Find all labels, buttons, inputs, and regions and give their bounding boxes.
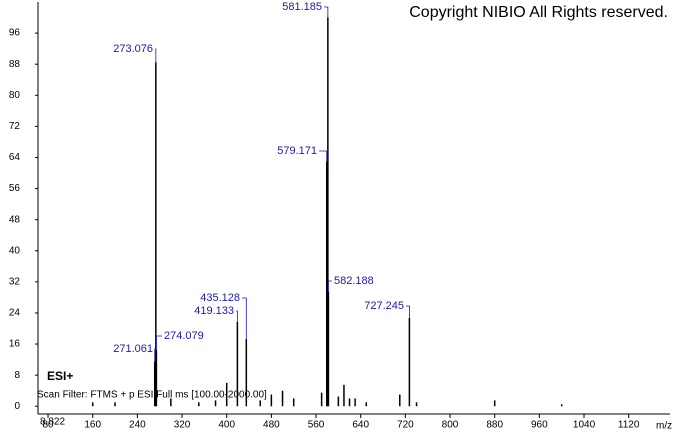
y-tick-label: 96 — [9, 28, 21, 39]
y-tick-label: 88 — [9, 59, 21, 70]
y-tick-label: 8 — [14, 370, 20, 381]
x-tick-label: 640 — [352, 420, 369, 431]
label-bracket — [324, 6, 329, 18]
label-bracket — [328, 280, 332, 292]
x-tick-label: 1120 — [618, 420, 640, 431]
peak-label: 727.245 — [364, 300, 404, 312]
peak-label: 274.079 — [164, 330, 204, 342]
x-tick-label: 800 — [442, 420, 459, 431]
x-tick-label: 880 — [486, 420, 503, 431]
y-tick-label: 24 — [9, 308, 21, 319]
x-tick-label: 160 — [84, 420, 101, 431]
ionization: ESI+ — [47, 369, 73, 383]
retention-time: 8.822 — [40, 417, 65, 428]
y-tick-label: 80 — [9, 90, 21, 101]
x-tick-label: 240 — [129, 420, 146, 431]
label-bracket — [155, 48, 157, 63]
y-tick-label: 64 — [9, 152, 21, 163]
x-tick-label: 320 — [174, 420, 191, 431]
label-bracket — [242, 297, 247, 339]
y-tick-label: 72 — [9, 121, 21, 132]
y-tick-label: 48 — [9, 214, 21, 225]
label-bracket — [319, 150, 328, 162]
scan-filter: Scan Filter: FTMS + p ESI Full ms [100.0… — [37, 390, 267, 401]
y-tick-label: 56 — [9, 183, 21, 194]
label-bracket — [156, 335, 162, 350]
x-tick-label: 960 — [531, 420, 548, 431]
x-tick-label: 720 — [397, 420, 414, 431]
y-tick-label: 40 — [9, 245, 21, 256]
x-axis-label: m/z — [656, 421, 672, 432]
peak-label: 581.185 — [282, 1, 322, 13]
y-tick-label: 16 — [9, 339, 21, 350]
label-bracket — [406, 305, 410, 318]
peak-label: 273.076 — [113, 43, 153, 55]
x-tick-label: 480 — [263, 420, 280, 431]
peak-label: 419.133 — [194, 305, 234, 317]
x-tick-label: 1040 — [573, 420, 596, 431]
x-tick-label: 400 — [218, 420, 235, 431]
x-tick-label: 80 — [42, 420, 54, 431]
peak-label: 582.188 — [334, 275, 374, 287]
y-tick-label: 32 — [9, 276, 21, 287]
peak-label: 271.061 — [113, 343, 153, 355]
chart-title: Copyright NIBIO All Rights reserved. — [409, 4, 668, 21]
x-tick-label: 560 — [308, 420, 325, 431]
label-bracket — [236, 310, 238, 322]
y-tick-label: 0 — [14, 401, 20, 412]
peak-label: 435.128 — [200, 292, 240, 304]
peak-label: 579.171 — [277, 145, 317, 157]
